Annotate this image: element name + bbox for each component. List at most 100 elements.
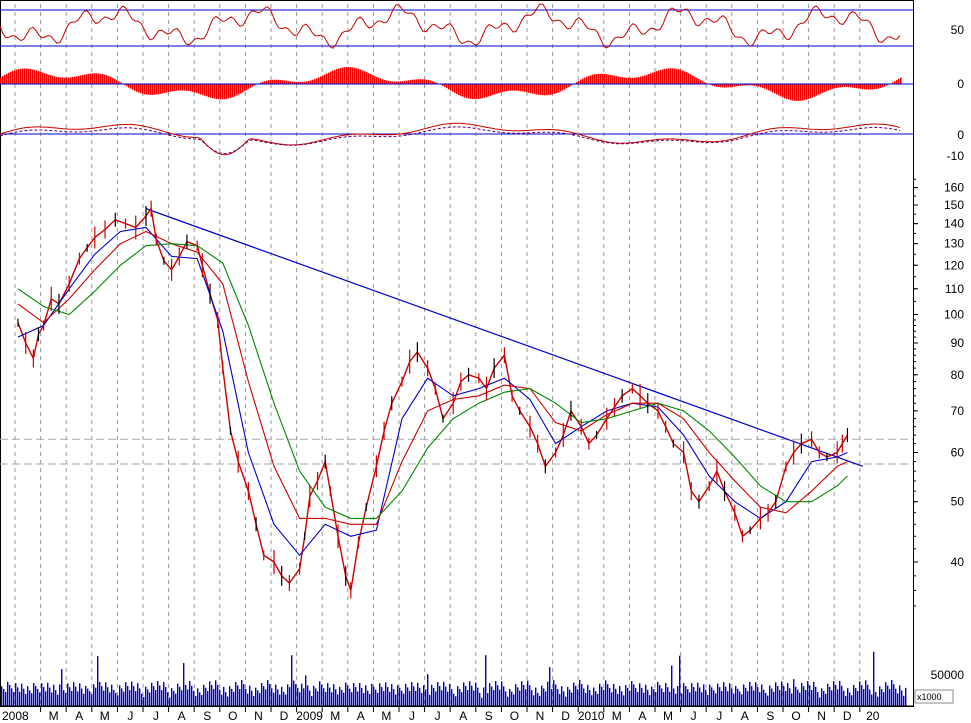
volume-bar (773, 691, 775, 706)
volume-bar (687, 689, 689, 706)
macd-histogram-bar (830, 84, 832, 90)
macd-histogram-bar (294, 81, 296, 84)
macd-histogram-bar (744, 84, 746, 86)
macd-histogram-bar (270, 79, 272, 84)
volume-tick-label: 50000 (931, 668, 965, 682)
macd-histogram-bar (164, 84, 166, 93)
volume-bar (567, 686, 569, 706)
macd-histogram-bar (604, 73, 606, 84)
macd-histogram-bar (290, 81, 292, 84)
price-tick-label: 70 (951, 404, 965, 418)
macd-histogram-bar (428, 80, 430, 84)
macd-histogram-bar (606, 74, 608, 84)
macd-histogram-bar (718, 84, 720, 88)
macd-histogram-bar (672, 68, 674, 84)
rsi-tick-label: 50 (951, 23, 965, 37)
volume-bar (705, 689, 707, 706)
macd-histogram-bar (150, 84, 152, 95)
volume-bar (143, 696, 145, 706)
macd-histogram-bar (186, 84, 188, 91)
volume-bar (23, 688, 25, 706)
macd-histogram-bar (246, 84, 248, 90)
macd-histogram-bar (736, 84, 738, 87)
volume-bar (741, 694, 743, 706)
macd-histogram-bar (784, 84, 786, 99)
volume-bar (29, 690, 31, 706)
volume-bar (137, 683, 139, 706)
volume-bar (371, 683, 373, 706)
volume-bar (883, 692, 885, 706)
macd-histogram-bar (724, 84, 726, 88)
macd-histogram-bar (336, 69, 338, 84)
volume-bar (463, 682, 465, 706)
volume-bar (69, 687, 71, 706)
volume-bar (113, 689, 115, 706)
volume-bar (299, 692, 301, 706)
macd-histogram-bar (448, 84, 450, 90)
macd-histogram-bar (304, 81, 306, 84)
macd-histogram-bar (824, 84, 826, 92)
macd-histogram-bar (756, 84, 758, 87)
macd-histogram-bar (92, 73, 94, 84)
volume-bar (569, 689, 571, 706)
volume-bar (313, 685, 315, 706)
macd-histogram-bar (716, 84, 718, 87)
volume-bar (629, 690, 631, 706)
macd-histogram-bar (344, 67, 346, 84)
macd-histogram-bar (458, 84, 460, 96)
macd-histogram-bar (396, 81, 398, 84)
volume-bar (77, 691, 79, 706)
volume-bar (739, 691, 741, 706)
volume-bar (133, 686, 135, 706)
volume-bar (903, 695, 905, 706)
macd-histogram-bar (276, 79, 278, 84)
volume-bar (195, 696, 197, 706)
volume-bar (333, 684, 335, 706)
macd-histogram-bar (404, 80, 406, 84)
macd-histogram-bar (700, 80, 702, 84)
macd-histogram-bar (586, 76, 588, 84)
volume-bar (427, 674, 429, 706)
macd-histogram-bar (184, 84, 186, 91)
volume-bar (189, 680, 191, 706)
volume-bar (265, 689, 267, 706)
macd-histogram-bar (876, 84, 878, 89)
x-tick-label: J (691, 709, 697, 723)
volume-bar (307, 685, 309, 706)
macd-histogram-bar (532, 84, 534, 94)
macd-histogram-bar (262, 81, 264, 84)
macd-histogram-bar (182, 84, 184, 91)
macd-histogram-bar (624, 77, 626, 84)
macd-histogram-bar (54, 76, 56, 84)
volume-bar (213, 689, 215, 706)
volume-bar (513, 694, 515, 706)
volume-bar (443, 681, 445, 706)
macd-histogram-bar (882, 84, 884, 88)
macd-histogram-bar (292, 81, 294, 84)
macd-histogram-bar (48, 74, 50, 84)
volume-bar (627, 687, 629, 706)
volume-bar (355, 687, 357, 706)
price-tick-label: 90 (951, 336, 965, 350)
x-tick-label: M (381, 709, 391, 723)
macd-histogram-bar (84, 74, 86, 84)
volume-bar (317, 691, 319, 706)
price-tick-label: 40 (951, 555, 965, 569)
oscillator-panel (0, 122, 913, 156)
volume-bar (503, 686, 505, 706)
macd-histogram-bar (300, 81, 302, 84)
macd-histogram-bar (76, 76, 78, 84)
volume-bar (309, 690, 311, 706)
volume-bar (905, 687, 907, 706)
volume-bar (511, 691, 513, 706)
volume-bar (499, 689, 501, 706)
volume-bar (139, 688, 141, 706)
volume-bar (591, 695, 593, 706)
volume-bar (829, 686, 831, 706)
macd-histogram-bar (702, 81, 704, 84)
volume-bar (671, 665, 673, 706)
volume-bar (651, 686, 653, 706)
macd-histogram-bar (188, 84, 190, 92)
macd-histogram-bar (594, 74, 596, 84)
volume-bar (805, 690, 807, 706)
